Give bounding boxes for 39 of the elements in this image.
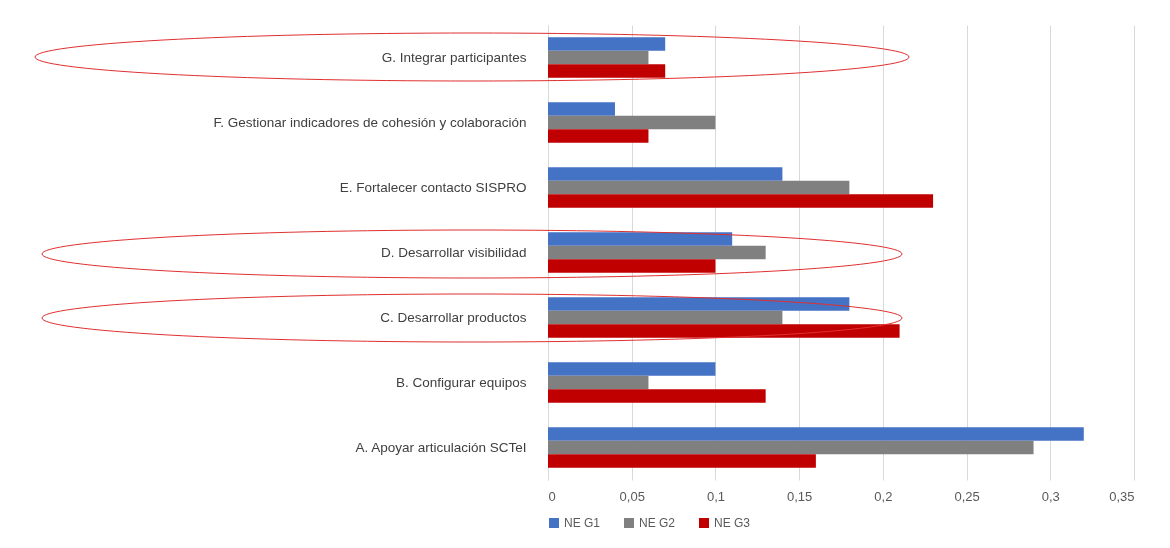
x-tick-label: 0,05 [619, 488, 645, 504]
bar [548, 232, 733, 246]
bar [548, 427, 1084, 441]
bar [548, 37, 666, 51]
bar [548, 454, 816, 468]
bar [548, 362, 716, 376]
legend-label: NE G2 [639, 516, 676, 530]
y-tick-label: C. Desarrollar productos [380, 309, 527, 325]
x-tick-label: 0,2 [874, 488, 893, 504]
bar [548, 259, 716, 273]
bar [548, 115, 716, 130]
bar [548, 194, 934, 208]
bar [548, 389, 766, 403]
bar [548, 375, 649, 390]
x-tick-label: 0,1 [706, 488, 725, 504]
y-tick-label: F. Gestionar indicadores de cohesión y colaboración [213, 114, 527, 130]
x-tick-label: 0,35 [1109, 488, 1135, 504]
bar [548, 129, 649, 143]
bar [548, 50, 649, 65]
legend-label: NE G1 [564, 516, 601, 530]
bar [548, 102, 615, 116]
x-tick-label: 0,15 [786, 488, 813, 504]
bar [548, 245, 766, 260]
bar [548, 310, 783, 325]
bar [548, 297, 850, 311]
legend-label: NE G3 [714, 516, 751, 530]
bar [548, 64, 666, 78]
bar [548, 167, 783, 181]
x-tick-label: 0 [548, 488, 556, 504]
x-tick-label: 0,25 [954, 488, 980, 504]
y-tick-label: E. Fortalecer contacto SISPRO [339, 179, 527, 195]
bar [548, 324, 900, 338]
bar [548, 440, 1034, 455]
y-tick-label: G. Integrar participantes [381, 49, 527, 65]
y-tick-label: A. Apoyar articulación SCTeI [355, 439, 527, 455]
y-tick-label: B. Configurar equipos [395, 374, 527, 390]
bar [548, 180, 850, 195]
y-tick-label: D. Desarrollar visibilidad [380, 244, 527, 260]
x-tick-label: 0,3 [1041, 488, 1060, 504]
